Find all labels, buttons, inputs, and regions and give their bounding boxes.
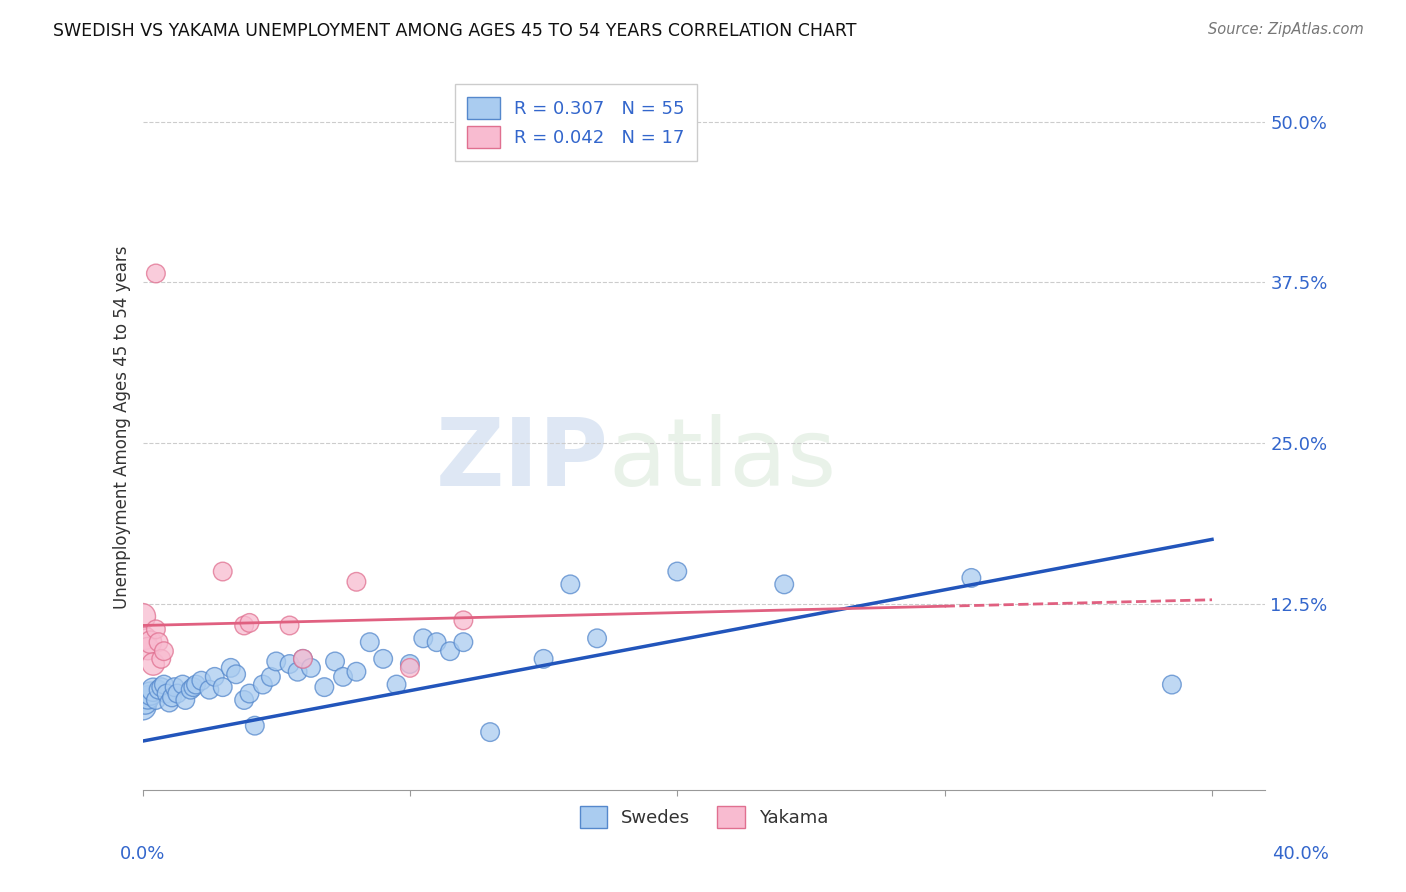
Point <box>180 682 202 697</box>
Point <box>155 687 177 701</box>
Point <box>260 670 283 684</box>
Point <box>291 652 314 666</box>
Point <box>278 618 301 632</box>
Point <box>198 682 221 697</box>
Legend: Swedes, Yakama: Swedes, Yakama <box>572 799 835 835</box>
Point <box>225 667 247 681</box>
Text: SWEDISH VS YAKAMA UNEMPLOYMENT AMONG AGES 45 TO 54 YEARS CORRELATION CHART: SWEDISH VS YAKAMA UNEMPLOYMENT AMONG AGE… <box>53 22 856 40</box>
Point <box>145 623 167 637</box>
Point <box>346 665 368 679</box>
Point <box>131 609 153 624</box>
Point <box>560 577 582 591</box>
Point <box>139 687 162 701</box>
Point <box>211 680 233 694</box>
Point <box>453 613 475 627</box>
Point <box>412 632 434 646</box>
Point <box>163 680 186 694</box>
Point <box>323 655 346 669</box>
Point <box>373 652 395 666</box>
Point <box>243 719 266 733</box>
Point <box>131 699 153 714</box>
Point <box>578 138 600 153</box>
Text: Source: ZipAtlas.com: Source: ZipAtlas.com <box>1208 22 1364 37</box>
Point <box>157 696 180 710</box>
Point <box>211 565 233 579</box>
Point <box>252 677 274 691</box>
Text: atlas: atlas <box>609 414 837 506</box>
Point <box>1161 677 1184 691</box>
Point <box>479 725 502 739</box>
Text: 40.0%: 40.0% <box>1272 846 1329 863</box>
Point <box>299 661 322 675</box>
Point <box>142 657 165 671</box>
Point <box>150 680 173 694</box>
Point <box>174 693 197 707</box>
Point <box>134 632 156 646</box>
Point <box>184 677 207 691</box>
Point <box>291 652 314 666</box>
Point <box>960 571 983 585</box>
Point <box>145 693 167 707</box>
Point <box>426 635 449 649</box>
Point <box>359 635 381 649</box>
Point <box>666 565 689 579</box>
Point <box>399 657 422 671</box>
Point <box>204 670 226 684</box>
Point <box>233 618 256 632</box>
Point <box>238 615 260 630</box>
Point <box>233 693 256 707</box>
Point <box>136 641 159 656</box>
Point <box>399 661 422 675</box>
Y-axis label: Unemployment Among Ages 45 to 54 years: Unemployment Among Ages 45 to 54 years <box>114 245 131 608</box>
Point <box>160 690 183 705</box>
Point <box>439 644 461 658</box>
Point <box>172 677 194 691</box>
Point <box>153 677 176 691</box>
Point <box>145 267 167 281</box>
Point <box>183 680 205 694</box>
Point <box>148 635 170 649</box>
Point <box>533 652 555 666</box>
Point <box>139 635 162 649</box>
Point <box>453 635 475 649</box>
Point <box>150 652 173 666</box>
Text: ZIP: ZIP <box>436 414 609 506</box>
Point <box>136 690 159 705</box>
Point <box>385 677 408 691</box>
Point <box>278 657 301 671</box>
Point <box>166 687 188 701</box>
Point <box>264 655 287 669</box>
Point <box>314 680 336 694</box>
Point <box>142 682 165 697</box>
Point <box>346 574 368 589</box>
Point <box>586 632 609 646</box>
Point <box>153 644 176 658</box>
Point <box>238 687 260 701</box>
Point <box>190 673 212 688</box>
Point <box>773 577 796 591</box>
Point <box>287 665 309 679</box>
Point <box>332 670 354 684</box>
Point <box>219 661 242 675</box>
Point <box>134 696 156 710</box>
Point <box>148 682 170 697</box>
Text: 0.0%: 0.0% <box>120 846 165 863</box>
